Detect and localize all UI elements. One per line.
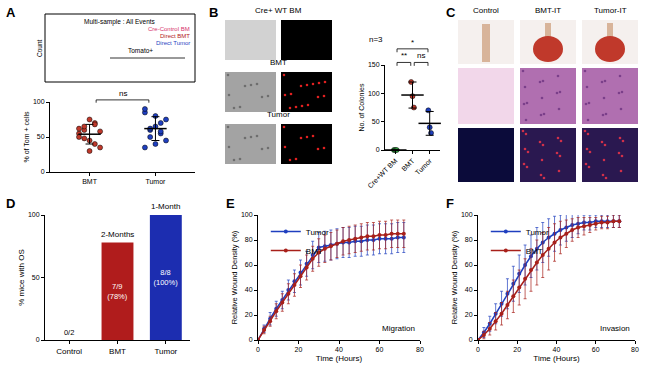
svg-text:BMT: BMT (306, 246, 323, 255)
svg-text:Tumor: Tumor (526, 227, 549, 236)
svg-text:20: 20 (513, 346, 521, 353)
svg-text:100: 100 (368, 90, 380, 97)
svg-text:40: 40 (465, 286, 473, 293)
svg-text:Tumor-IT: Tumor-IT (594, 6, 627, 15)
svg-text:Tumor: Tumor (267, 110, 290, 119)
svg-text:20: 20 (245, 311, 253, 318)
svg-text:60: 60 (376, 346, 384, 353)
svg-text:C: C (446, 5, 456, 20)
svg-text:Direct BMT: Direct BMT (160, 33, 190, 39)
svg-text:**: ** (401, 51, 407, 60)
svg-text:Tumor: Tumor (154, 347, 177, 356)
svg-text:Count: Count (36, 39, 43, 57)
svg-text:Tomato+: Tomato+ (128, 47, 153, 54)
svg-text:Time (Hours): Time (Hours) (533, 354, 580, 363)
svg-text:50: 50 (37, 133, 45, 140)
svg-text:E: E (226, 196, 235, 211)
svg-text:BMT-IT: BMT-IT (535, 6, 561, 15)
svg-text:100: 100 (33, 98, 45, 105)
svg-text:40: 40 (335, 346, 343, 353)
svg-text:60: 60 (465, 261, 473, 268)
svg-text:20: 20 (465, 311, 473, 318)
svg-text:8/8(100%): 8/8(100%) (153, 268, 178, 287)
svg-text:BMT: BMT (109, 347, 126, 356)
svg-text:0: 0 (249, 336, 253, 343)
svg-text:60: 60 (245, 261, 253, 268)
svg-text:D: D (6, 196, 15, 211)
svg-text:60: 60 (592, 346, 600, 353)
svg-text:0/2: 0/2 (64, 328, 74, 337)
svg-text:Tumor: Tumor (414, 157, 434, 177)
svg-text:Direct Tumor: Direct Tumor (156, 40, 190, 46)
svg-text:Multi-sample : All Events: Multi-sample : All Events (84, 18, 156, 26)
svg-text:0: 0 (376, 146, 380, 153)
svg-text:BMT: BMT (270, 58, 287, 67)
svg-text:B: B (209, 5, 218, 20)
svg-text:100: 100 (28, 211, 40, 218)
svg-text:No. of Colonies: No. of Colonies (358, 83, 365, 131)
svg-text:20: 20 (295, 346, 303, 353)
svg-text:Cre+ WT BM: Cre+ WT BM (255, 6, 302, 15)
svg-text:ns: ns (417, 51, 425, 60)
svg-text:ns: ns (119, 89, 127, 98)
svg-text:Control: Control (473, 6, 499, 15)
svg-text:Migration: Migration (382, 324, 415, 333)
svg-text:BMT: BMT (82, 178, 98, 185)
svg-text:100: 100 (461, 211, 473, 218)
svg-text:80: 80 (416, 346, 424, 353)
svg-text:A: A (6, 5, 16, 20)
svg-text:150: 150 (368, 61, 380, 68)
svg-text:0: 0 (41, 168, 45, 175)
svg-text:80: 80 (631, 346, 639, 353)
svg-text:80: 80 (245, 236, 253, 243)
svg-text:1-Month: 1-Month (151, 202, 180, 211)
svg-text:40: 40 (553, 346, 561, 353)
svg-text:Invasion: Invasion (600, 324, 630, 333)
svg-text:0: 0 (36, 336, 40, 343)
svg-text:50: 50 (32, 274, 40, 281)
svg-text:BMT: BMT (526, 246, 543, 255)
svg-text:*: * (411, 38, 414, 47)
svg-text:Tumor: Tumor (145, 178, 166, 185)
svg-text:% of Tom + cells: % of Tom + cells (23, 111, 30, 163)
svg-text:n=3: n=3 (369, 35, 383, 44)
svg-text:Relative Wound Density (%): Relative Wound Density (%) (230, 230, 239, 324)
svg-text:100: 100 (241, 211, 253, 218)
svg-text:0: 0 (469, 336, 473, 343)
svg-text:0: 0 (476, 346, 480, 353)
svg-text:Cre+WT BM: Cre+WT BM (366, 157, 398, 189)
svg-text:7/9(78%): 7/9(78%) (107, 282, 128, 301)
svg-text:Control: Control (56, 347, 82, 356)
svg-text:F: F (446, 196, 454, 211)
svg-text:Relative Wound Density (%): Relative Wound Density (%) (450, 230, 459, 324)
svg-text:50: 50 (372, 118, 380, 125)
svg-text:80: 80 (465, 236, 473, 243)
svg-text:Cre-Control BM: Cre-Control BM (148, 26, 190, 32)
svg-text:BMT: BMT (400, 157, 416, 173)
svg-text:Tumor: Tumor (306, 227, 329, 236)
svg-text:0: 0 (256, 346, 260, 353)
svg-text:40: 40 (245, 286, 253, 293)
svg-text:% mice with OS: % mice with OS (17, 249, 26, 305)
svg-text:2-Months: 2-Months (101, 230, 134, 239)
svg-text:Time (Hours): Time (Hours) (316, 354, 363, 363)
